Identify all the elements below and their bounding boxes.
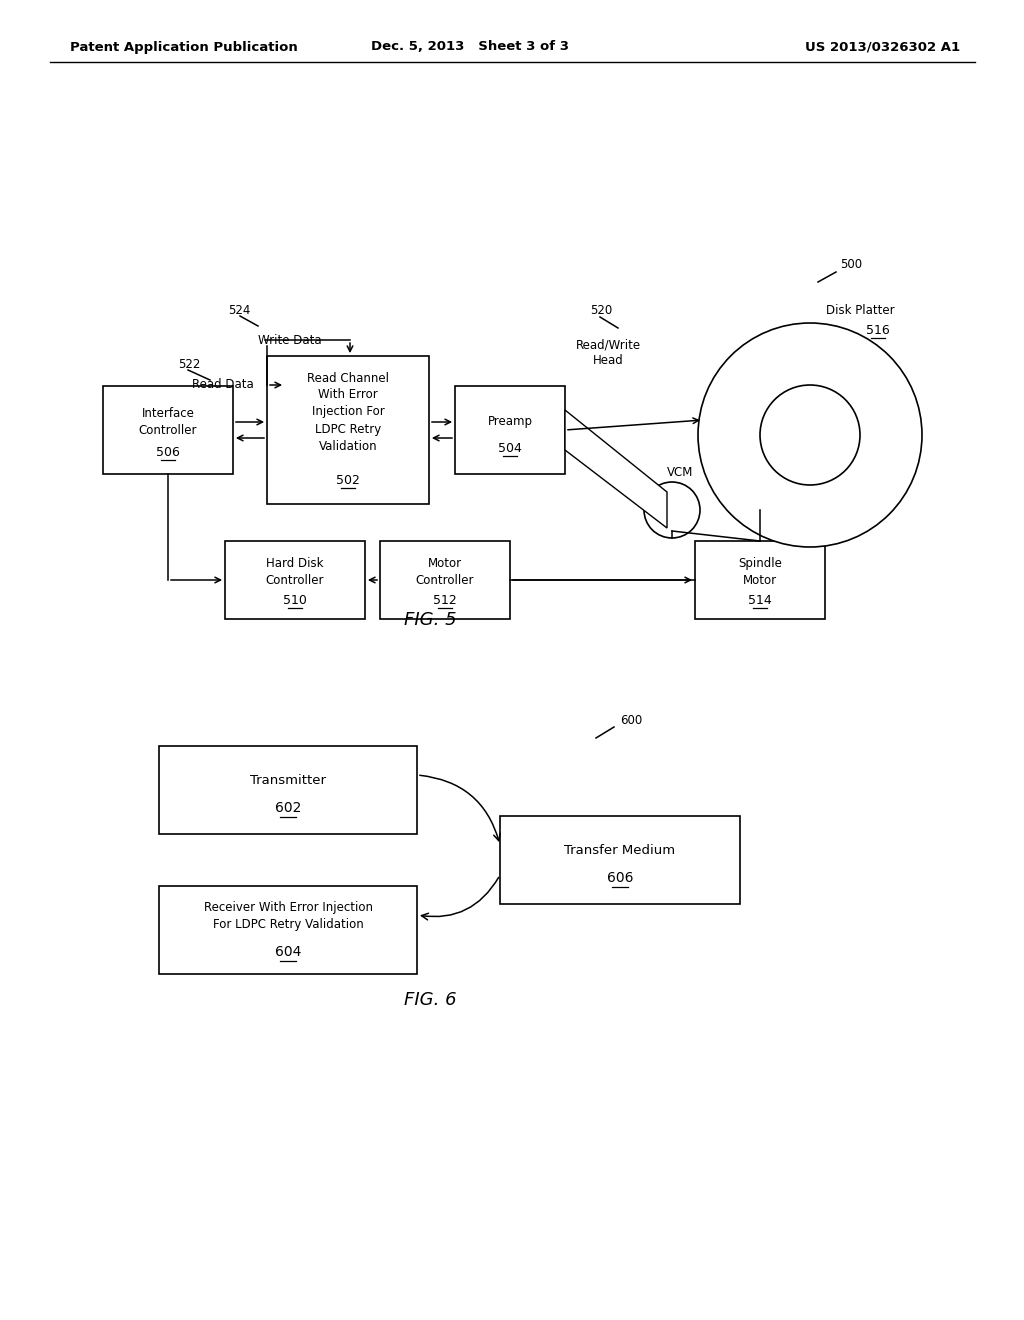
Bar <box>500 816 740 904</box>
Text: Preamp: Preamp <box>487 416 532 429</box>
Text: Motor
Controller: Motor Controller <box>416 557 474 587</box>
Bar <box>267 356 429 504</box>
Text: 520: 520 <box>590 304 612 317</box>
Text: Write Data: Write Data <box>258 334 322 346</box>
Text: Disk Platter: Disk Platter <box>825 304 894 317</box>
Text: Read Data: Read Data <box>193 379 254 392</box>
Text: Transmitter: Transmitter <box>250 774 326 787</box>
Circle shape <box>760 385 860 484</box>
Text: FIG. 5: FIG. 5 <box>403 611 457 630</box>
Text: US 2013/0326302 A1: US 2013/0326302 A1 <box>805 41 961 54</box>
Text: Dec. 5, 2013   Sheet 3 of 3: Dec. 5, 2013 Sheet 3 of 3 <box>371 41 569 54</box>
Text: Read/Write: Read/Write <box>575 338 641 351</box>
Text: Hard Disk
Controller: Hard Disk Controller <box>266 557 325 587</box>
Text: 524: 524 <box>228 304 251 317</box>
Polygon shape <box>565 411 667 528</box>
Text: 604: 604 <box>274 945 301 960</box>
Text: Interface
Controller: Interface Controller <box>138 407 198 437</box>
Text: VCM: VCM <box>667 466 693 479</box>
Bar <box>159 886 417 974</box>
Text: FIG. 6: FIG. 6 <box>403 991 457 1008</box>
Circle shape <box>644 482 700 539</box>
Text: Patent Application Publication: Patent Application Publication <box>70 41 298 54</box>
Text: 506: 506 <box>156 446 180 458</box>
Text: Receiver With Error Injection
For LDPC Retry Validation: Receiver With Error Injection For LDPC R… <box>204 902 373 931</box>
Text: 600: 600 <box>620 714 642 726</box>
Text: Read Channel
With Error
Injection For
LDPC Retry
Validation: Read Channel With Error Injection For LD… <box>307 371 389 453</box>
Text: 504: 504 <box>498 441 522 454</box>
Bar <box>695 541 825 619</box>
Bar <box>380 541 510 619</box>
Text: 512: 512 <box>433 594 457 606</box>
Text: 500: 500 <box>840 259 862 272</box>
Bar <box>455 385 565 474</box>
Text: 502: 502 <box>336 474 360 487</box>
Text: 516: 516 <box>866 323 890 337</box>
Text: 602: 602 <box>274 801 301 814</box>
Text: Head: Head <box>593 354 624 367</box>
Bar <box>159 746 417 834</box>
Text: Spindle
Motor: Spindle Motor <box>738 557 782 587</box>
Bar <box>103 385 233 474</box>
Bar <box>225 541 365 619</box>
Text: Transfer Medium: Transfer Medium <box>564 843 676 857</box>
Circle shape <box>698 323 922 546</box>
Text: 514: 514 <box>749 594 772 606</box>
Text: 510: 510 <box>283 594 307 606</box>
Text: 522: 522 <box>178 359 201 371</box>
Text: 606: 606 <box>607 871 633 884</box>
